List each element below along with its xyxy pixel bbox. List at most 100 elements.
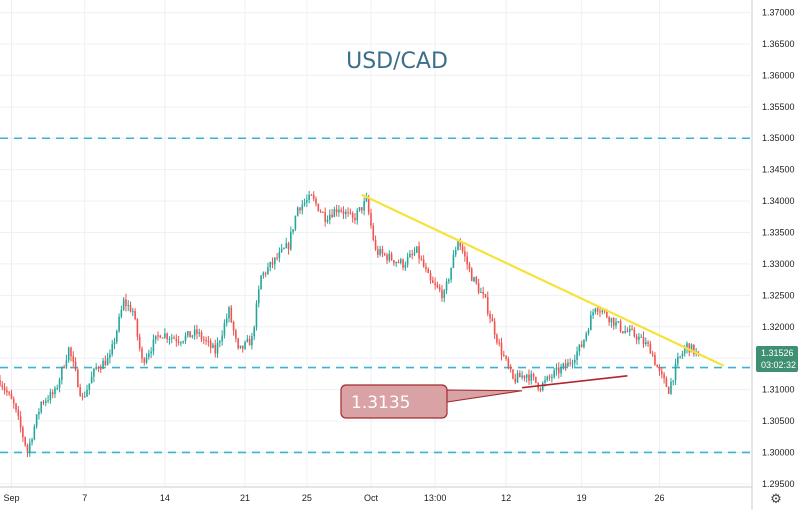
candle-body — [404, 264, 407, 268]
candle-body — [454, 250, 457, 255]
candle-body — [555, 367, 558, 371]
candle-body — [489, 313, 491, 319]
candle-body — [475, 277, 478, 284]
candle-body — [257, 289, 260, 304]
candle-body — [111, 344, 114, 355]
price-axis[interactable]: 1.37000 1.36500 1.36000 1.35500 1.35000 1.345… — [762, 8, 795, 489]
x-tick-label: 14 — [160, 493, 170, 503]
candle-body — [386, 254, 388, 261]
candle-body — [198, 332, 201, 334]
candle-body — [585, 333, 588, 340]
candle-body — [642, 336, 645, 345]
candle-body — [303, 202, 306, 205]
candles — [0, 190, 700, 458]
candle-body — [166, 333, 168, 340]
candle-body — [619, 321, 622, 332]
x-tick-label: 25 — [302, 493, 312, 503]
price-callout-label: 1.3135 — [351, 393, 410, 413]
candle-body — [33, 426, 36, 440]
candle-body — [425, 266, 427, 270]
candle-body — [656, 364, 659, 368]
time-axis[interactable]: Sep 7 14 21 25 Oct 13:00 12 19 26 — [3, 493, 664, 503]
candle-body — [466, 256, 468, 265]
candle-body — [228, 307, 230, 319]
candle-body — [583, 339, 585, 347]
candle-body — [182, 341, 184, 343]
candle-body — [338, 209, 340, 213]
candle-body — [658, 367, 661, 372]
candle-body — [127, 305, 130, 307]
candle-body — [22, 427, 24, 438]
candle-body — [564, 363, 567, 367]
candle-body — [571, 362, 574, 364]
candle-body — [361, 207, 363, 211]
candle-body — [56, 387, 59, 389]
y-tick-label: 1.36500 — [762, 39, 795, 49]
candle-body — [81, 395, 84, 397]
support-trendline[interactable] — [522, 374, 628, 389]
candle-body — [180, 342, 182, 344]
candle-body — [388, 253, 391, 261]
x-tick-label: 26 — [655, 493, 665, 503]
candle-body — [372, 225, 375, 240]
candle-body — [496, 334, 498, 343]
candle-body — [264, 272, 267, 274]
candle-body — [196, 329, 198, 334]
candle-body — [580, 344, 583, 347]
candle-body — [661, 371, 663, 375]
candle-body — [292, 229, 294, 232]
candle-body — [219, 341, 221, 343]
candle-body — [562, 363, 565, 368]
candle-body — [422, 259, 425, 267]
candle-body — [493, 321, 496, 335]
candle-body — [42, 402, 45, 404]
candle-body — [681, 353, 684, 357]
candle-body — [342, 211, 345, 215]
candle-body — [557, 367, 560, 374]
last-price-tag-box — [756, 346, 798, 372]
candle-body — [67, 347, 70, 361]
candle-body — [200, 332, 203, 340]
candle-body — [54, 388, 56, 395]
candle-body — [173, 337, 175, 339]
candle-body — [86, 389, 88, 397]
descending-trendline[interactable] — [361, 193, 725, 367]
candle-body — [649, 343, 652, 354]
candle-body — [209, 340, 212, 348]
gear-icon[interactable]: ⚙ — [770, 492, 782, 507]
candle-body — [441, 289, 443, 299]
y-tick-label: 1.35000 — [762, 133, 795, 143]
candle-body — [246, 339, 249, 342]
candle-body — [77, 369, 79, 388]
candle-body — [241, 345, 244, 349]
price-callout-box — [340, 384, 448, 419]
candle-body — [443, 290, 446, 299]
candle-body — [88, 383, 91, 390]
candle-body — [429, 273, 432, 281]
candle-body — [122, 299, 125, 310]
x-tick-label: 7 — [82, 493, 87, 503]
candle-body — [505, 355, 507, 359]
drawings — [361, 193, 725, 403]
candle-body — [148, 353, 150, 358]
candle-body — [70, 347, 72, 357]
candle-body — [457, 240, 459, 251]
candle-body — [651, 353, 654, 355]
candle-body — [301, 204, 304, 211]
candle-body — [269, 261, 272, 268]
candle-body — [480, 291, 482, 293]
candle-body — [573, 359, 576, 363]
candle-body — [612, 317, 615, 326]
candle-body — [544, 380, 546, 383]
candle-body — [551, 376, 553, 378]
candle-body — [280, 248, 283, 252]
x-tick-label: 21 — [240, 493, 250, 503]
candle-body — [578, 344, 581, 352]
candle-body — [141, 348, 143, 359]
candle-body — [486, 297, 489, 314]
candle-body — [470, 268, 473, 281]
candle-body — [560, 367, 562, 374]
candle-body — [221, 335, 223, 342]
